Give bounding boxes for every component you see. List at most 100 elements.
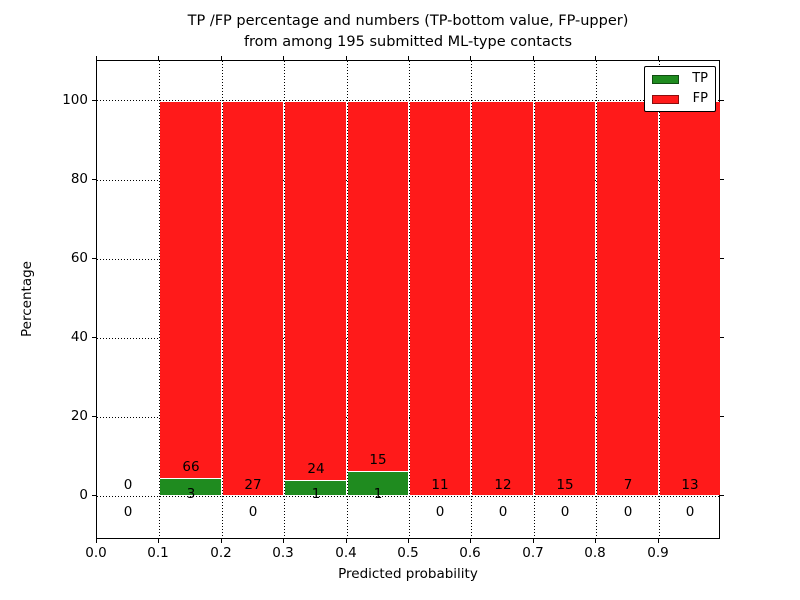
tp-count-label: 0 [685,504,695,520]
y-axis-tick-right [720,495,724,496]
y-axis-tick-left [92,258,96,259]
fp-count-label: 7 [623,477,633,493]
plot-area: 0 0 66 3 27 0 24 1 15 1 11 0 12 0 15 0 7 0 13 0 [96,60,720,539]
x-axis-tick-bottom [595,539,596,543]
x-axis-tick-bottom [96,539,97,543]
bar-fp-segment [223,102,283,495]
x-axis-tick-bottom [221,539,222,543]
x-axis-tick-top [346,56,347,60]
x-axis-tick-bottom [408,539,409,543]
x-axis-tick-top [470,56,471,60]
gridline-vertical [596,61,597,538]
y-axis-label: Percentage [19,261,35,337]
x-axis-tick-bottom [470,539,471,543]
fp-count-label: 27 [244,477,262,493]
tp-count-label: 0 [560,504,570,520]
fp-count-label: 15 [556,477,574,493]
fp-count-label: 13 [681,477,699,493]
x-tick-label: 0.0 [85,545,107,561]
gridline-vertical [534,61,535,538]
y-tick-label: 60 [70,250,88,266]
x-tick-label: 0.7 [522,545,544,561]
y-axis-tick-left [92,100,96,101]
y-axis-tick-left [92,337,96,338]
x-axis-tick-top [595,56,596,60]
y-axis-tick-left [92,179,96,180]
y-axis-tick-right [720,100,724,101]
bar-fp-segment [597,102,658,495]
x-axis-tick-bottom [533,539,534,543]
bar-fp-segment [535,102,595,495]
gridline-vertical [347,61,348,538]
y-tick-label: 40 [70,329,88,345]
x-axis-tick-bottom [346,539,347,543]
x-tick-label: 0.3 [272,545,294,561]
x-tick-label: 0.5 [397,545,419,561]
x-tick-label: 0.4 [335,545,357,561]
gridline-horizontal [97,417,719,418]
gridline-vertical [471,61,472,538]
legend-tp-swatch [652,74,679,84]
tp-count-label: 1 [311,486,321,502]
x-axis-tick-top [408,56,409,60]
tp-count-label: 1 [373,486,383,502]
y-axis-tick-left [92,416,96,417]
gridline-horizontal [97,100,719,101]
x-tick-label: 0.9 [647,545,669,561]
fp-count-label: 12 [494,477,512,493]
gridline-vertical [284,61,285,538]
tp-count-label: 3 [186,486,196,502]
bar-tp-segment [348,472,408,495]
tp-count-label: 0 [435,504,445,520]
y-tick-label: 100 [62,92,88,108]
tp-count-label: 0 [623,504,633,520]
legend-fp-swatch [652,94,679,104]
chart-title: TP /FP percentage and numbers (TP-bottom… [187,13,629,50]
bar-fp-segment [660,102,720,495]
gridline-vertical [409,61,410,538]
legend-label-tp: TP [692,71,708,86]
bar-fp-segment [472,102,533,495]
fp-count-label: 24 [307,461,325,477]
gridline-horizontal [97,338,719,339]
x-axis-tick-top [158,56,159,60]
x-tick-label: 0.1 [147,545,169,561]
x-tick-label: 0.6 [459,545,481,561]
y-axis-tick-right [720,416,724,417]
fp-count-label: 66 [182,459,200,475]
x-axis-tick-top [221,56,222,60]
y-axis-tick-right [720,179,724,180]
y-tick-label: 20 [70,408,88,424]
legend-row-fp: FP [652,91,708,107]
gridline-vertical [159,61,160,538]
gridline-horizontal [97,496,719,497]
y-tick-label: 80 [70,171,88,187]
bar-tp-segment [285,481,346,495]
tp-count-label: 0 [123,504,133,520]
x-tick-label: 0.2 [210,545,232,561]
gridline-vertical [222,61,223,538]
legend: TP FP [644,66,716,112]
x-axis-label: Predicted probability [338,566,478,582]
legend-label-fp: FP [692,91,708,106]
gridline-vertical [659,61,660,538]
y-axis-tick-right [720,337,724,338]
bar-fp-segment [285,102,346,480]
x-axis-tick-top [533,56,534,60]
bar-tp-segment [160,479,221,495]
fp-count-label: 11 [431,477,449,493]
y-tick-label: 0 [79,487,88,503]
x-axis-tick-top [96,56,97,60]
tp-count-label: 0 [248,504,258,520]
fp-count-label: 0 [123,477,133,493]
fp-count-label: 15 [369,452,387,468]
x-tick-label: 0.8 [584,545,606,561]
bar-fp-segment [410,102,470,495]
gridline-horizontal [97,180,719,181]
x-axis-tick-bottom [283,539,284,543]
x-axis-tick-bottom [158,539,159,543]
y-axis-tick-left [92,495,96,496]
gridline-horizontal [97,259,719,260]
bar-fp-segment [160,102,221,478]
